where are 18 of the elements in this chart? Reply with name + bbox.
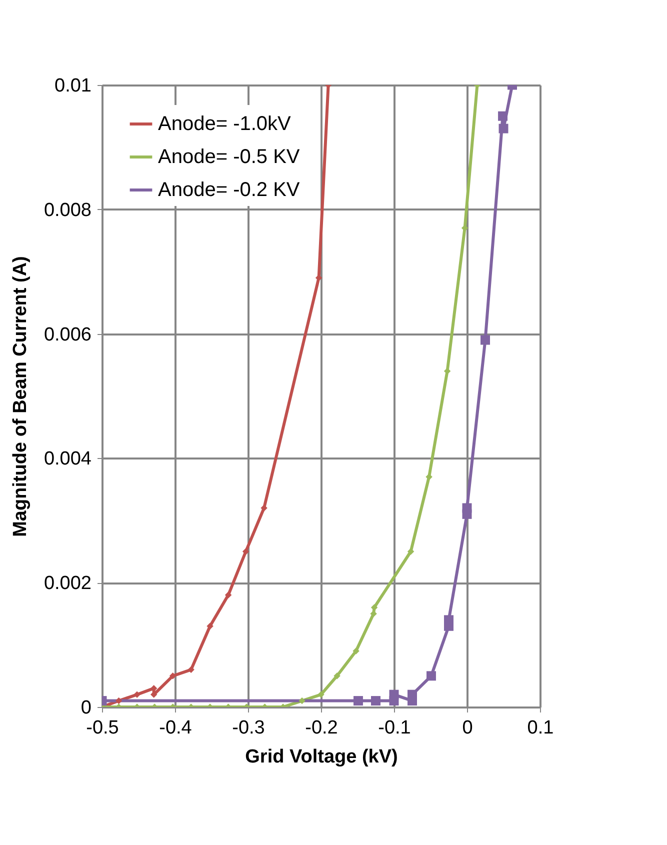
x-tick-label: 0 (462, 718, 473, 738)
y-tick-label: 0 (80, 698, 92, 718)
x-tick-label: -0.2 (305, 718, 338, 738)
y-tick-label: 0.004 (44, 448, 92, 470)
legend-label: Anode= -0.5 KV (158, 146, 300, 168)
x-tick-label: -0.3 (232, 718, 265, 738)
legend-label: Anode= -0.2 KV (158, 179, 300, 201)
y-tick-label: 0.002 (44, 573, 92, 594)
y-tick-label: 0.006 (44, 324, 92, 346)
x-tick-label: -0.1 (378, 718, 411, 738)
y-tick-label: 0.008 (44, 200, 92, 221)
x-tick-label: -0.4 (159, 718, 192, 738)
x-axis-title: Grid Voltage (kV) (245, 746, 398, 768)
legend-label: Anode= -1.0kV (158, 113, 292, 135)
y-axis-title: Magnitude of Beam Current (A) (10, 256, 31, 537)
y-tick-label: 0.01 (54, 76, 92, 96)
x-tick-label: 0.1 (527, 718, 554, 738)
x-tick-label: -0.5 (86, 718, 119, 738)
